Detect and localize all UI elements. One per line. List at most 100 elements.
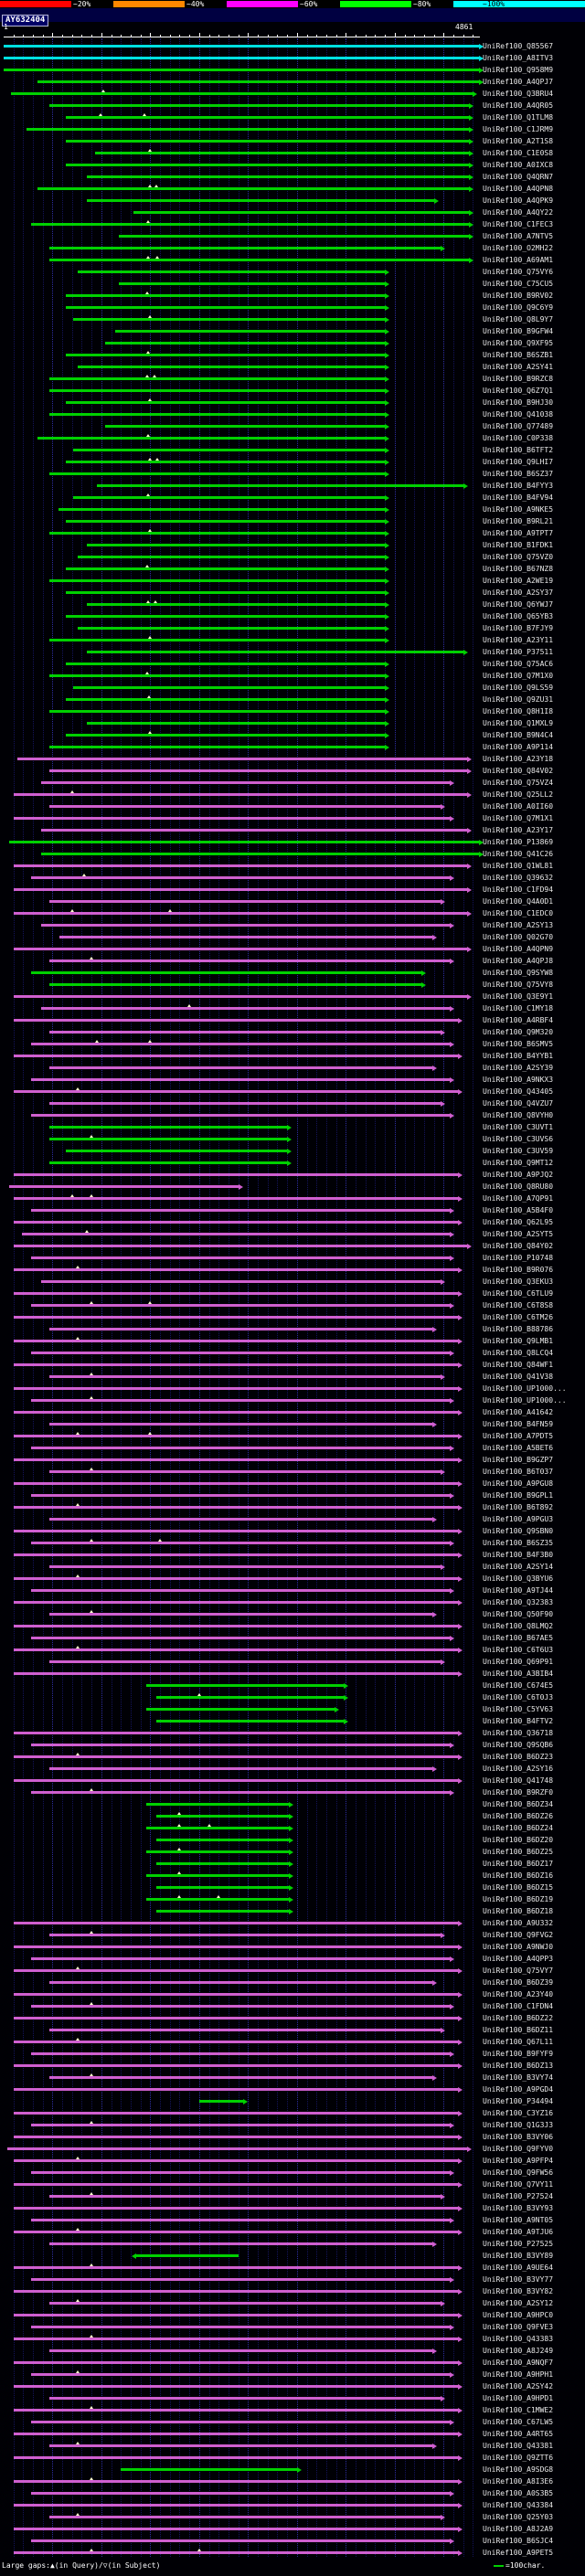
hit-bar[interactable] xyxy=(155,1696,345,1699)
hit-label[interactable]: UniRef100_Q9FYV0 xyxy=(483,2145,554,2153)
hit-bar[interactable] xyxy=(66,354,386,356)
hit-label[interactable]: UniRef100_Q9FW56 xyxy=(483,2168,554,2177)
hit-bar[interactable] xyxy=(30,2124,450,2126)
hit-bar[interactable] xyxy=(155,1815,290,1818)
hit-label[interactable]: UniRef100_B6DZ34 xyxy=(483,1800,554,1808)
hit-label[interactable]: UniRef100_Q43384 xyxy=(483,2501,554,2509)
hit-label[interactable]: UniRef100_O2MH22 xyxy=(483,244,554,252)
hit-label[interactable]: UniRef100_Q36718 xyxy=(483,1729,554,1737)
hit-bar[interactable] xyxy=(96,484,463,487)
hit-bar[interactable] xyxy=(13,2041,459,2043)
hit-bar[interactable] xyxy=(13,2385,459,2388)
hit-label[interactable]: UniRef100_A41642 xyxy=(483,1408,554,1416)
hit-label[interactable]: UniRef100_B6DZ15 xyxy=(483,1883,554,1892)
hit-label[interactable]: UniRef100_C6TM26 xyxy=(483,1313,554,1321)
hit-bar[interactable] xyxy=(13,2361,459,2364)
hit-label[interactable]: UniRef100_B3VY74 xyxy=(483,2073,554,2082)
hit-bar[interactable] xyxy=(40,924,450,927)
hit-bar[interactable] xyxy=(30,2492,450,2495)
hit-bar[interactable] xyxy=(66,734,386,737)
hit-label[interactable]: UniRef100_A4QR05 xyxy=(483,101,554,110)
hit-bar[interactable] xyxy=(13,1482,459,1485)
hit-label[interactable]: UniRef100_B6DZ22 xyxy=(483,2014,554,2022)
hit-bar[interactable] xyxy=(30,1589,450,1592)
hit-bar[interactable] xyxy=(49,1767,432,1770)
hit-label[interactable]: UniRef100_B6DZ11 xyxy=(483,2026,554,2034)
hit-label[interactable]: UniRef100_A2SY42 xyxy=(483,2382,554,2390)
hit-label[interactable]: UniRef100_B4YYB1 xyxy=(483,1052,554,1060)
hit-bar[interactable] xyxy=(13,2504,459,2507)
hit-bar[interactable] xyxy=(13,2551,459,2554)
hit-label[interactable]: UniRef100_A2SY12 xyxy=(483,2299,554,2307)
hit-label[interactable]: UniRef100_A4RT65 xyxy=(483,2430,554,2438)
hit-label[interactable]: UniRef100_A2SY37 xyxy=(483,588,554,597)
hit-label[interactable]: UniRef100_Q75VY8 xyxy=(483,981,554,989)
hit-bar[interactable] xyxy=(86,175,470,178)
hit-bar[interactable] xyxy=(49,1375,441,1378)
hit-label[interactable]: UniRef100_B6TFT2 xyxy=(483,446,554,454)
hit-label[interactable]: UniRef100_B9HJ30 xyxy=(483,398,554,407)
hit-bar[interactable] xyxy=(198,2100,244,2103)
hit-label[interactable]: UniRef100_Q9LMB1 xyxy=(483,1337,554,1345)
hit-label[interactable]: UniRef100_Q1G3J3 xyxy=(483,2121,554,2129)
hit-bar[interactable] xyxy=(49,900,441,903)
hit-bar[interactable] xyxy=(13,948,468,950)
hit-bar[interactable] xyxy=(66,1150,288,1152)
hit-label[interactable]: UniRef100_A2SYT5 xyxy=(483,1230,554,1238)
hit-label[interactable]: UniRef100_Q1WL81 xyxy=(483,862,554,870)
hit-label[interactable]: UniRef100_A9PET5 xyxy=(483,2549,554,2557)
hit-bar[interactable] xyxy=(30,1352,450,1354)
hit-bar[interactable] xyxy=(13,864,468,867)
hit-bar[interactable] xyxy=(13,1553,459,1556)
hit-label[interactable]: UniRef100_B3VY82 xyxy=(483,2287,554,2295)
hit-label[interactable]: UniRef100_Q9ZTT6 xyxy=(483,2454,554,2462)
hit-bar[interactable] xyxy=(49,1423,432,1426)
hit-bar[interactable] xyxy=(13,1435,459,1437)
hit-label[interactable]: UniRef100_Q9LHI7 xyxy=(483,458,554,466)
hit-bar[interactable] xyxy=(155,1862,290,1865)
hit-bar[interactable] xyxy=(49,1981,432,1984)
hit-bar[interactable] xyxy=(13,1245,468,1247)
hit-bar[interactable] xyxy=(40,853,479,855)
hit-label[interactable]: UniRef100_A8J249 xyxy=(483,2347,554,2355)
hit-bar[interactable] xyxy=(30,1957,450,1960)
hit-bar[interactable] xyxy=(49,389,386,392)
hit-bar[interactable] xyxy=(49,805,441,808)
hit-bar[interactable] xyxy=(49,2349,432,2352)
hit-label[interactable]: UniRef100_P34494 xyxy=(483,2097,554,2105)
hit-label[interactable]: UniRef100_B6DZ23 xyxy=(483,1753,554,1761)
hit-bar[interactable] xyxy=(114,330,386,333)
hit-bar[interactable] xyxy=(13,888,468,891)
hit-bar[interactable] xyxy=(78,366,386,368)
hit-label[interactable]: UniRef100_C1MWE2 xyxy=(483,2406,554,2414)
hit-bar[interactable] xyxy=(4,69,479,71)
hit-bar[interactable] xyxy=(13,1387,459,1390)
hit-label[interactable]: UniRef100_A7PDT5 xyxy=(483,1432,554,1440)
hit-label[interactable]: UniRef100_B6DZ26 xyxy=(483,1812,554,1820)
hit-bar[interactable] xyxy=(13,2409,459,2412)
hit-bar[interactable] xyxy=(49,247,441,249)
hit-bar[interactable] xyxy=(13,793,468,796)
hit-label[interactable]: UniRef100_B6T037 xyxy=(483,1468,554,1476)
hit-label[interactable]: UniRef100_A2T1S8 xyxy=(483,137,554,145)
hit-bar[interactable] xyxy=(49,1161,288,1164)
hit-label[interactable]: UniRef100_Q84V02 xyxy=(483,767,554,775)
hit-bar[interactable] xyxy=(136,2254,239,2257)
hit-bar[interactable] xyxy=(11,92,473,95)
hit-bar[interactable] xyxy=(13,1221,459,1224)
hit-label[interactable]: UniRef100_B9N4C4 xyxy=(483,731,554,739)
hit-bar[interactable] xyxy=(13,2528,459,2530)
hit-bar[interactable] xyxy=(58,508,386,511)
hit-bar[interactable] xyxy=(49,2397,441,2400)
hit-label[interactable]: UniRef100_Q8RU80 xyxy=(483,1182,554,1191)
hit-label[interactable]: UniRef100_B6DZ13 xyxy=(483,2062,554,2070)
hit-label[interactable]: UniRef100_Q75VZ0 xyxy=(483,553,554,561)
query-title[interactable]: AY632404 xyxy=(2,15,49,27)
hit-label[interactable]: UniRef100_C3UV59 xyxy=(483,1147,554,1155)
hit-label[interactable]: UniRef100_B6DZ19 xyxy=(483,1895,554,1903)
hit-bar[interactable] xyxy=(13,2136,459,2138)
hit-bar[interactable] xyxy=(78,556,386,558)
hit-bar[interactable] xyxy=(66,591,386,594)
hit-bar[interactable] xyxy=(66,615,386,618)
hit-label[interactable]: UniRef100_A2SY14 xyxy=(483,1563,554,1571)
